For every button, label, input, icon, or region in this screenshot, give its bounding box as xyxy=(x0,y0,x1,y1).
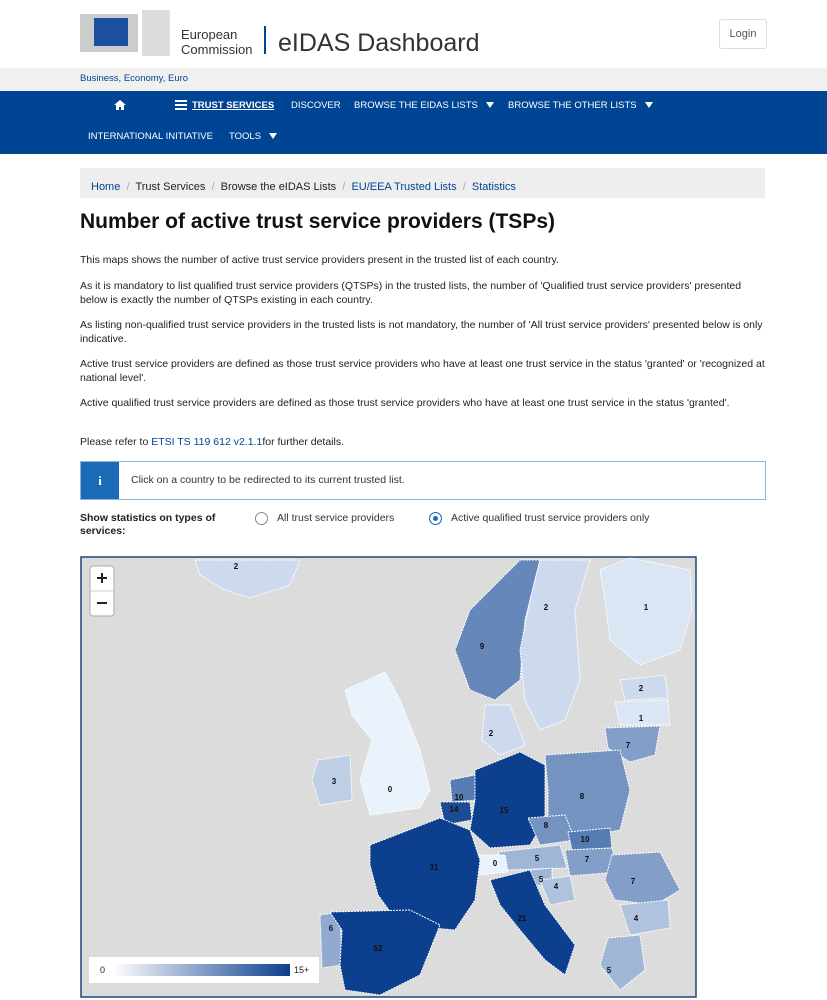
radio-label[interactable]: All trust service providers xyxy=(277,512,395,524)
country[interactable] xyxy=(311,754,353,806)
country-count: 8 xyxy=(544,821,549,830)
country[interactable] xyxy=(614,699,671,726)
nav-bar xyxy=(0,91,827,154)
country-count: 5 xyxy=(535,854,540,863)
country[interactable] xyxy=(619,674,669,701)
text: for further details. xyxy=(262,436,345,448)
logo[interactable] xyxy=(80,6,172,56)
country-count: 2 xyxy=(234,562,239,571)
country-count: 4 xyxy=(554,882,559,891)
country[interactable] xyxy=(539,875,576,906)
country[interactable] xyxy=(519,559,591,731)
legend-gradient xyxy=(112,964,290,976)
country-count: 5 xyxy=(539,875,544,884)
info-box xyxy=(80,461,766,500)
country-count: 10 xyxy=(455,793,464,802)
nav-item[interactable]: TOOLS xyxy=(229,131,278,142)
paragraph: Please refer to ETSI TS 119 612 v2.1.1fo… xyxy=(80,435,770,449)
country-count: 1 xyxy=(639,714,644,723)
info-text: Click on a country to be redirected to i… xyxy=(131,474,405,486)
sub-bar-link[interactable]: Business, Economy, Euro xyxy=(80,73,189,84)
zoom-in[interactable] xyxy=(97,573,107,583)
nav-item[interactable]: INTERNATIONAL INITIATIVE xyxy=(88,131,213,142)
country[interactable] xyxy=(194,559,301,599)
country-count: 52 xyxy=(374,944,383,953)
nav-item[interactable]: BROWSE THE EIDAS LISTS xyxy=(354,100,494,111)
nav-item[interactable]: TRUST SERVICES xyxy=(192,100,275,111)
text: Please refer to xyxy=(80,436,152,448)
site-title: eIDAS Dashboard xyxy=(278,29,480,57)
country[interactable] xyxy=(489,869,576,976)
paragraph: This maps shows the number of active tru… xyxy=(80,254,559,266)
country-count: 2 xyxy=(639,684,644,693)
login-button[interactable]: Login xyxy=(719,19,767,49)
radio[interactable] xyxy=(255,512,268,525)
country[interactable] xyxy=(599,557,693,666)
country-count: 9 xyxy=(480,642,485,651)
country-count: 21 xyxy=(518,914,527,923)
nav-item[interactable]: BROWSE THE OTHER LISTS xyxy=(508,100,653,111)
filter-label: Show statistics on types of services: xyxy=(80,512,216,537)
sub-bar xyxy=(0,68,827,91)
country-count: 3 xyxy=(332,777,337,786)
country[interactable] xyxy=(369,817,481,931)
crumb[interactable]: Browse the eIDAS Lists xyxy=(220,181,337,193)
nav-text: BROWSE THE EIDAS LISTS xyxy=(354,100,478,111)
crumb[interactable]: Trust Services xyxy=(135,181,206,193)
country[interactable] xyxy=(474,854,509,876)
country-count: 7 xyxy=(585,855,590,864)
country-count: 5 xyxy=(607,966,612,975)
country[interactable] xyxy=(329,909,441,996)
country-count: 0 xyxy=(388,785,393,794)
country-count: 7 xyxy=(631,877,636,886)
country-count: 2 xyxy=(489,729,494,738)
country[interactable] xyxy=(619,899,671,936)
country[interactable] xyxy=(564,847,619,877)
country[interactable] xyxy=(567,827,613,851)
logo-line2: Commission xyxy=(181,42,253,57)
logo-line1: European xyxy=(181,27,238,42)
country-count: 4 xyxy=(634,914,639,923)
nav-text: BROWSE THE OTHER LISTS xyxy=(508,100,637,111)
country-count: 8 xyxy=(580,792,585,801)
list-icon xyxy=(175,100,187,110)
country-count: 14 xyxy=(450,805,459,814)
paragraph: As it is mandatory to list qualified tru… xyxy=(80,280,742,306)
country[interactable] xyxy=(469,751,546,849)
crumb[interactable]: EU/EEA Trusted Lists xyxy=(351,181,457,193)
crumb[interactable]: Statistics xyxy=(471,181,516,193)
country[interactable] xyxy=(344,671,431,816)
country[interactable] xyxy=(454,559,541,701)
country-count: 7 xyxy=(626,741,631,750)
country[interactable] xyxy=(449,774,479,803)
info-icon: i xyxy=(81,462,119,499)
breadcrumb-bar xyxy=(80,168,765,198)
crumb[interactable]: Home xyxy=(91,181,121,193)
country-count: 15 xyxy=(500,806,509,815)
country-count: 10 xyxy=(581,835,590,844)
country-count: 31 xyxy=(430,863,439,872)
country-count: 2 xyxy=(544,603,549,612)
radio-label[interactable]: Active qualified trust service providers… xyxy=(451,512,650,524)
country-count: 6 xyxy=(329,924,334,933)
legend-max: 15+ xyxy=(294,965,309,975)
reference-link[interactable]: ETSI TS 119 612 v2.1.1 xyxy=(151,436,263,448)
paragraph: As listing non-qualified trust service p… xyxy=(80,319,763,345)
country[interactable] xyxy=(599,934,646,991)
radio[interactable] xyxy=(429,512,442,525)
paragraph: Active qualified trust service providers… xyxy=(80,397,730,409)
page-title: Number of active trust service providers… xyxy=(80,210,555,233)
country[interactable] xyxy=(481,704,526,756)
home-icon[interactable] xyxy=(114,99,126,111)
nav-text: TOOLS xyxy=(229,131,262,142)
divider xyxy=(264,26,266,54)
paragraph: Active trust service providers are defin… xyxy=(80,358,765,384)
country-count: 0 xyxy=(493,859,498,868)
country-count: 1 xyxy=(644,603,649,612)
breadcrumb: Home / Trust Services / Browse the eIDAS… xyxy=(91,181,516,193)
nav-item[interactable]: DISCOVER xyxy=(291,100,341,111)
legend-min: 0 xyxy=(100,965,105,975)
